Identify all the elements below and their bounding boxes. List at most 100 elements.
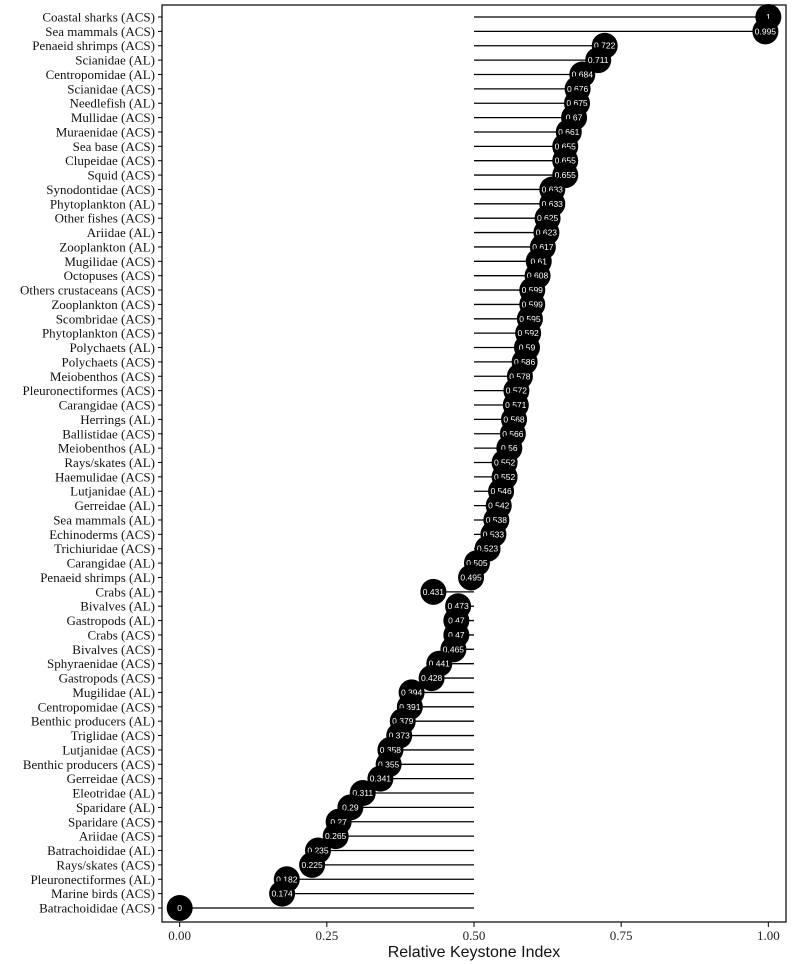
data-label: 0.722 (594, 41, 616, 51)
data-label: 0.47 (448, 616, 465, 626)
category-label: Centropomidae (ACS) (38, 699, 155, 714)
category-label: Crabs (AL) (95, 584, 155, 599)
data-label: 0.431 (423, 587, 445, 597)
data-point (322, 823, 349, 850)
data-point (166, 895, 193, 921)
category-label: Squid (ACS) (87, 168, 155, 183)
data-label: 0.546 (490, 486, 512, 496)
data-label: 0.428 (421, 673, 443, 683)
category-label: Gerreidae (AL) (75, 498, 155, 513)
data-label: 0.441 (429, 659, 451, 669)
category-label: Octopuses (ACS) (64, 268, 155, 283)
category-label: Meiobenthos (AL) (58, 441, 155, 456)
data-label: 0.566 (502, 429, 524, 439)
data-label: 0.625 (537, 213, 559, 223)
data-label: 0.552 (494, 472, 516, 482)
data-label: 0.174 (271, 889, 293, 899)
data-label: 0.373 (389, 731, 411, 741)
data-label: 0.67 (566, 113, 583, 123)
category-label: Benthic producers (ACS) (23, 757, 155, 772)
category-label: Synodontidae (ACS) (46, 182, 155, 197)
plot-panel-border (161, 4, 787, 923)
category-label: Gerreidae (ACS) (67, 771, 155, 786)
category-label: Rays/skates (AL) (64, 455, 155, 470)
category-label: Sphyraenidae (ACS) (47, 656, 155, 671)
data-label: 0.572 (506, 386, 528, 396)
category-label: Phytoplankton (AL) (50, 196, 155, 211)
data-label: 1 (766, 12, 771, 22)
category-label: Herrings (AL) (80, 412, 155, 427)
data-label: 0.182 (276, 874, 298, 884)
x-tick-label: 0.25 (315, 928, 338, 943)
category-label: Penaeid shrimps (ACS) (32, 38, 155, 53)
data-label: 0.655 (555, 156, 577, 166)
category-labels: Coastal sharks (ACS)Sea mammals (ACS)Pen… (20, 10, 155, 916)
category-label: Rays/skates (ACS) (56, 857, 155, 872)
data-label: 0.617 (532, 242, 554, 252)
data-label: 0.595 (519, 314, 541, 324)
category-label: Trichiuridae (ACS) (54, 541, 155, 556)
data-label: 0.235 (307, 846, 329, 856)
data-point (752, 18, 779, 45)
data-label: 0.542 (488, 501, 510, 511)
data-label: 0.495 (460, 572, 482, 582)
data-label: 0.608 (527, 271, 549, 281)
data-label: 0.505 (466, 558, 488, 568)
category-label: Carangidae (ACS) (59, 398, 155, 413)
category-label: Zooplankton (AL) (59, 239, 155, 254)
category-label: Pleuronectiformes (AL) (30, 872, 155, 887)
data-label: 0.578 (509, 371, 531, 381)
data-label: 0.56 (501, 443, 518, 453)
category-label: Echinoderms (ACS) (49, 527, 155, 542)
category-label: Triglidae (ACS) (71, 728, 155, 743)
data-label: 0.465 (443, 644, 465, 654)
data-point (420, 578, 447, 605)
data-label: 0.358 (380, 745, 402, 755)
category-label: Mullidae (ACS) (71, 110, 155, 125)
category-label: Eleotridae (AL) (72, 786, 155, 801)
data-label: 0.533 (483, 529, 505, 539)
category-label: Batrachoididae (ACS) (39, 901, 155, 916)
data-point (299, 851, 326, 878)
data-label: 0.225 (301, 860, 323, 870)
category-label: Meiobenthos (ACS) (50, 369, 155, 384)
category-label: Sea mammals (ACS) (45, 24, 155, 39)
category-label: Centropomidae (AL) (46, 67, 155, 82)
category-label: Scianidae (ACS) (67, 81, 155, 96)
data-label: 0.27 (330, 817, 347, 827)
stems-layer (179, 16, 769, 909)
x-tick-label: 0.75 (610, 928, 633, 943)
category-label: Others crustaceans (ACS) (20, 283, 155, 298)
x-axis-title: Relative Keystone Index (388, 944, 561, 961)
data-label: 0.675 (566, 98, 588, 108)
category-label: Sea mammals (AL) (53, 512, 155, 527)
category-label: Ariidae (ACS) (79, 829, 155, 844)
data-point (269, 880, 296, 907)
category-label: Coastal sharks (ACS) (42, 10, 155, 25)
category-label: Batrachoididae (AL) (47, 843, 155, 858)
category-label: Other fishes (ACS) (55, 211, 155, 226)
data-label: 0.586 (514, 357, 536, 367)
category-label: Pleuronectiformes (ACS) (22, 383, 155, 398)
data-label: 0.599 (522, 299, 544, 309)
category-label: Haemulidae (ACS) (55, 469, 155, 484)
category-label: Penaeid shrimps (AL) (40, 570, 155, 585)
data-label: 0.592 (518, 328, 540, 338)
data-label: 0 (177, 903, 182, 913)
category-label: Sparidare (ACS) (68, 814, 155, 829)
data-label: 0.391 (399, 702, 421, 712)
x-tick-label: 0.50 (463, 928, 486, 943)
category-label: Mugilidae (AL) (72, 685, 155, 700)
category-label: Scianidae (AL) (75, 53, 155, 68)
category-label: Carangidae (AL) (67, 556, 155, 571)
category-label: Mugilidae (ACS) (64, 254, 155, 269)
x-tick-label: 0.00 (168, 928, 191, 943)
x-axis: 0.00 0.25 0.50 0.75 1.00 (158, 16, 780, 943)
category-label: Marine birds (ACS) (51, 886, 155, 901)
data-label: 0.655 (555, 141, 577, 151)
category-label: Zooplankton (ACS) (51, 297, 155, 312)
data-label: 0.599 (522, 285, 544, 295)
data-label: 0.29 (342, 802, 359, 812)
